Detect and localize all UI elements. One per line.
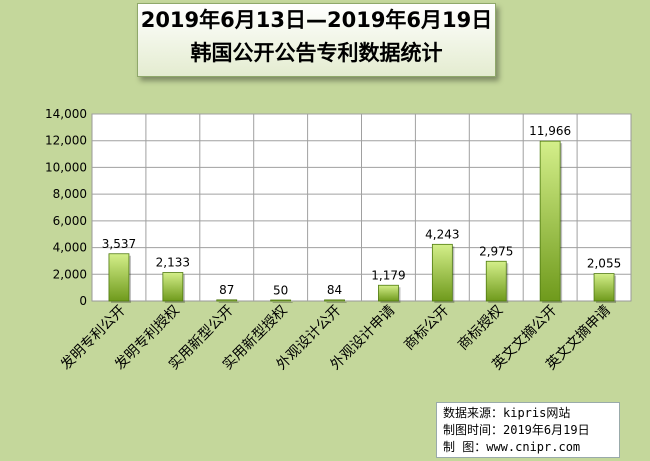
bar (432, 244, 452, 301)
bar-data-label: 2,975 (479, 244, 513, 258)
bar-data-label: 87 (219, 283, 234, 297)
bar (163, 273, 183, 301)
y-tick-label: 2,000 (53, 267, 87, 281)
bar (540, 141, 560, 301)
bar (271, 300, 291, 301)
source-line: 数据来源：kipris网站 (443, 405, 619, 422)
bar (325, 300, 345, 301)
bar-data-label: 3,537 (102, 237, 136, 251)
bar (217, 300, 237, 301)
x-category-label: 商标授权 (455, 303, 506, 354)
chart-author-line: 制 图：www.cnipr.com (443, 439, 619, 456)
bar-data-label: 2,133 (156, 256, 190, 270)
bar (486, 261, 506, 301)
bar (378, 285, 398, 301)
bar-data-label: 4,243 (425, 227, 459, 241)
y-tick-label: 14,000 (45, 107, 87, 121)
bar-data-label: 1,179 (371, 268, 405, 282)
bar-data-label: 11,966 (529, 124, 571, 138)
bar (109, 254, 129, 301)
bar-data-label: 84 (327, 283, 342, 297)
bar-shadow (273, 302, 293, 303)
bar-shadow (219, 302, 239, 303)
y-tick-label: 0 (79, 294, 87, 308)
y-tick-label: 6,000 (53, 214, 87, 228)
bar-data-label: 2,055 (587, 257, 621, 271)
source-note: 数据来源：kipris网站 制图时间：2019年6月19日 制 图：www.cn… (436, 402, 620, 458)
chart-date-line: 制图时间：2019年6月19日 (443, 422, 619, 439)
x-category-label: 商标公开 (401, 303, 452, 354)
bar-data-label: 50 (273, 283, 288, 297)
y-tick-label: 10,000 (45, 160, 87, 174)
bar-shadow (327, 302, 347, 303)
y-tick-label: 12,000 (45, 134, 87, 148)
y-tick-label: 8,000 (53, 187, 87, 201)
y-tick-label: 4,000 (53, 241, 87, 255)
bar (594, 274, 614, 301)
